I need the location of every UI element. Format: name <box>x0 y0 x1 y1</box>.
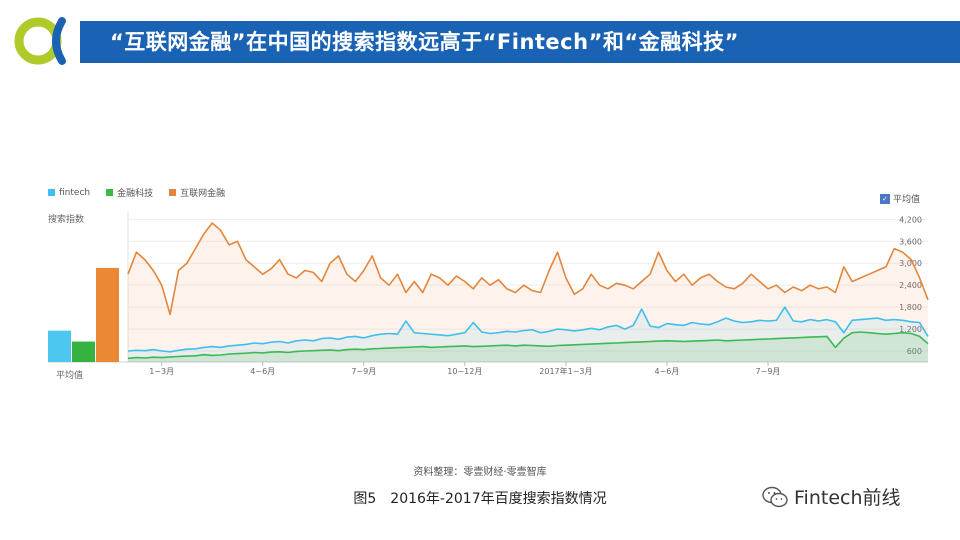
legend-swatch <box>169 189 177 196</box>
legend-item-fintech[interactable]: fintech <box>48 186 90 199</box>
header-bar <box>80 21 960 63</box>
legend-item-hulianwangjinrong[interactable]: 互联网金融 <box>169 186 225 199</box>
x-tick-label: 7~9月 <box>756 367 781 376</box>
y-tick-label: 3,600 <box>899 237 922 246</box>
y-tick-label: 1,200 <box>899 325 922 334</box>
x-tick-label: 2017年1~3月 <box>539 366 592 376</box>
y-tick-label: 1,800 <box>899 303 922 312</box>
y-tick-label: 600 <box>907 347 922 356</box>
series-area-1 <box>128 332 928 362</box>
wechat-icon <box>762 486 788 507</box>
legend-item-jinrongkeji[interactable]: 金融科技 <box>106 186 153 199</box>
x-tick-label: 1~3月 <box>149 367 174 376</box>
x-tick-label: 10~12月 <box>447 367 482 376</box>
series-line-2 <box>127 222 929 316</box>
legend-label: 金融科技 <box>117 189 154 199</box>
x-tick-label: 4~6月 <box>655 367 680 376</box>
brand-logo-icon <box>14 17 66 65</box>
watermark-text: Fintech前线 <box>794 487 901 509</box>
y-tick-label: 4,200 <box>899 215 922 224</box>
series-area-0 <box>128 307 928 362</box>
average-bar-1 <box>72 341 95 362</box>
legend-label: 互联网金融 <box>180 189 226 199</box>
average-toggle-label: 平均值 <box>892 195 920 205</box>
y-axis-title: 搜索指数 <box>48 215 85 225</box>
x-tick-label: 7~9月 <box>351 367 376 376</box>
legend-swatch <box>48 189 55 196</box>
average-bars-label: 平均值 <box>56 371 84 381</box>
chart-legend: fintech 金融科技 互联网金融 <box>48 186 225 199</box>
legend-swatch <box>106 189 114 196</box>
watermark: Fintech前线 <box>762 483 901 510</box>
y-tick-label: 3,000 <box>899 259 922 268</box>
x-tick-label: 4~6月 <box>250 367 275 376</box>
figure-caption: 图5 2016年-2017年百度搜索指数情况 <box>353 491 607 507</box>
average-toggle[interactable]: ✓ 平均值 <box>879 192 920 205</box>
series-area-2 <box>128 223 928 362</box>
source-note: 资料整理：零壹财经·零壹智库 <box>413 467 547 478</box>
series-line-1 <box>127 331 929 360</box>
average-bar-2 <box>96 267 119 362</box>
legend-label: fintech <box>59 187 91 198</box>
average-bar-0 <box>48 330 71 362</box>
series-line-0 <box>127 306 929 353</box>
y-tick-label: 2,400 <box>899 281 922 290</box>
slide-title: “互联网金融”在中国的搜索指数远高于“Fintech”和“金融科技” <box>110 30 739 54</box>
checkbox-checked-icon[interactable]: ✓ <box>879 193 890 204</box>
